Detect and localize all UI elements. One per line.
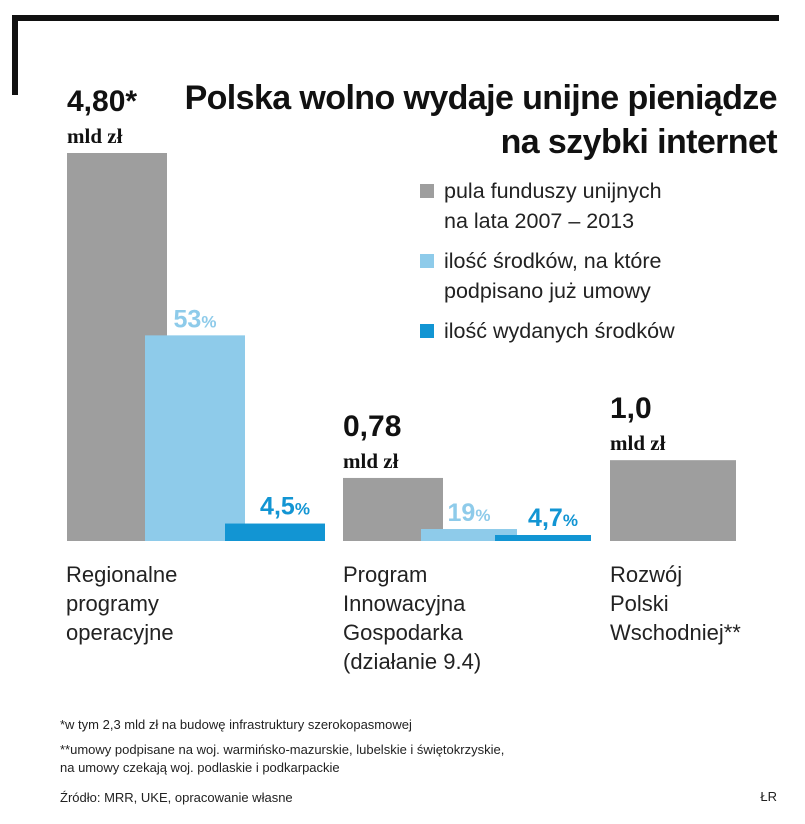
bar-signed-0 (145, 335, 245, 541)
legend-label-signed-line2: podpisano już umowy (444, 279, 651, 303)
legend-label-pool-line2: na lata 2007 – 2013 (444, 209, 635, 233)
title-line-2: na szybki internet (500, 123, 778, 161)
frame-top-rule (12, 15, 779, 21)
bar-pool-unit-1: mld zł (343, 449, 399, 473)
bar-signed-label-1: 19% (448, 499, 491, 527)
source-note: Źródło: MRR, UKE, opracowanie własne (60, 790, 293, 805)
category-label-line: Gospodarka (343, 620, 463, 645)
legend: pula funduszy unijnych na lata 2007 – 20… (420, 176, 790, 356)
frame-left-rule (12, 15, 18, 95)
category-label-line: Regionalne (66, 562, 178, 587)
bar-signed-label-0-percent-sign: % (201, 312, 216, 331)
bar-spent-label-1: 4,7% (528, 504, 578, 532)
bar-chart: 4,80* mld zł 53% 4,5% 0,78 mld zł 19% 4,7% 1,0 ml… (67, 85, 736, 541)
footnote-2: **umowy podpisane na woj. warmińsko-mazu… (60, 742, 505, 757)
bar-spent-label-1-percent-sign: % (563, 511, 578, 530)
bar-pool-2 (610, 460, 736, 541)
footnote-3: na umowy czekają woj. podlaskie i podkar… (60, 760, 340, 775)
bar-pool-value-2: 1,0 (610, 392, 652, 425)
bar-spent-1 (495, 535, 591, 541)
category-label-line: Rozwój (610, 562, 683, 587)
bar-signed-label-0: 53% (174, 305, 217, 333)
legend-label-spent-line1: ilość wydanych środków (444, 319, 675, 343)
legend-swatch-spent (420, 324, 434, 338)
category-label-line: operacyjne (66, 620, 174, 645)
legend-label-signed-line1: ilość środków, na które (444, 249, 662, 273)
bar-pool-unit-0: mld zł (67, 124, 123, 148)
category-label-innovation: Program Innowacyjna Gospodarka (działani… (343, 560, 481, 676)
category-label-regional: Regionalne programy operacyjne (66, 560, 177, 647)
bar-spent-label-0: 4,5% (260, 493, 310, 521)
category-label-line: Polski (610, 591, 669, 616)
category-label-line: Wschodniej** (610, 620, 741, 645)
title-line-1: Polska wolno wydaje unijne pieniądze (184, 79, 778, 117)
legend-label-pool-line1: pula funduszy unijnych (444, 179, 662, 203)
bar-pool-value-1: 0,78 (343, 410, 401, 443)
bar-pool-unit-2: mld zł (610, 431, 666, 455)
author-credit: ŁR (760, 789, 777, 804)
legend-item-spent: ilość wydanych środków (420, 316, 790, 346)
bar-spent-label-0-percent-sign: % (295, 500, 310, 519)
bar-spent-0 (225, 523, 325, 541)
category-label-line: (działanie 9.4) (343, 649, 482, 674)
legend-item-pool: pula funduszy unijnych na lata 2007 – 20… (420, 176, 790, 236)
category-label-line: Innowacyjna (343, 591, 466, 616)
category-label-line: Program (343, 562, 428, 587)
chart-title: Polska wolno wydaje unijne pieniądze na … (177, 76, 778, 164)
bar-pool-value-0: 4,80* (67, 85, 137, 118)
category-label-east: Rozwój Polski Wschodniej** (610, 560, 741, 647)
legend-swatch-signed (420, 254, 434, 268)
bar-signed-label-1-percent-sign: % (475, 506, 490, 525)
bar-signed-1 (421, 529, 517, 541)
category-label-line: programy (66, 591, 159, 616)
legend-swatch-pool (420, 184, 434, 198)
footnote-1: *w tym 2,3 mld zł na budowę infrastruktu… (60, 717, 412, 732)
legend-item-signed: ilość środków, na które podpisano już um… (420, 246, 790, 306)
